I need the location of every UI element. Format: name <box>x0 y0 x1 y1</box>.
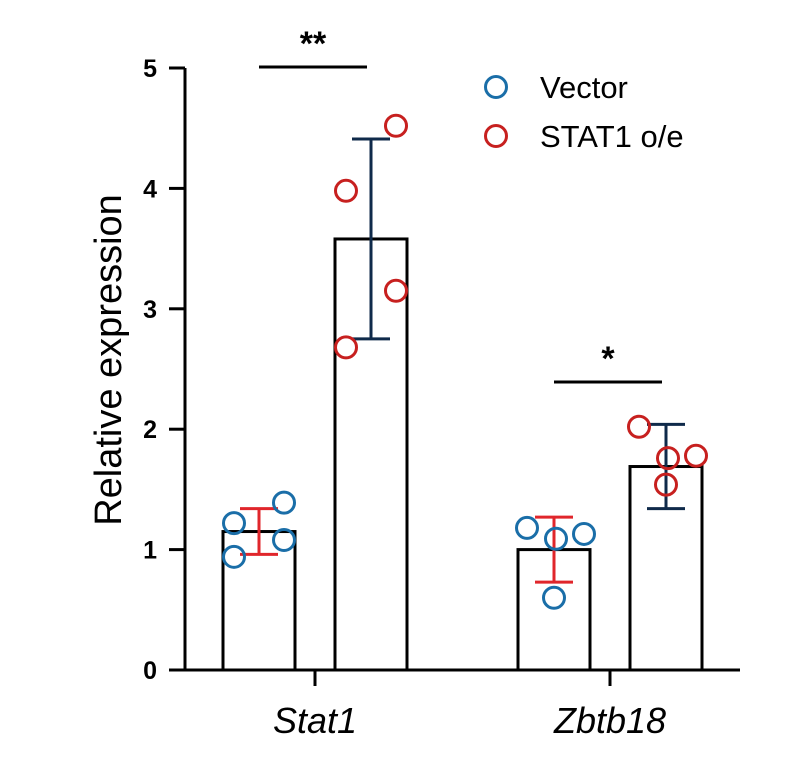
y-tick-label: 4 <box>143 175 157 203</box>
x-category-label: Stat1 <box>273 700 357 741</box>
legend-label-stat1-oe: STAT1 o/e <box>540 119 684 154</box>
legend-marker-stat1-oe <box>484 124 508 148</box>
data-point <box>334 178 358 203</box>
data-point <box>272 490 296 515</box>
data-point <box>515 515 539 540</box>
data-point <box>272 527 296 552</box>
data-point <box>544 526 568 551</box>
significance-label: * <box>601 340 615 378</box>
data-point <box>222 511 246 536</box>
data-point <box>384 278 408 303</box>
data-point <box>222 544 246 569</box>
data-point <box>334 335 358 360</box>
data-point <box>684 443 708 468</box>
legend-marker-vector <box>484 75 508 99</box>
y-axis-title: Relative expression <box>88 194 130 526</box>
y-tick-label: 3 <box>143 296 157 324</box>
significance-group: *** <box>259 25 662 384</box>
data-point <box>572 521 596 546</box>
significance-label: ** <box>300 25 327 63</box>
legend-label-vector: Vector <box>540 70 628 105</box>
data-point <box>654 472 678 497</box>
y-axis-ticks: 0 1 2 3 4 5 <box>143 55 185 685</box>
x-category-label: Zbtb18 <box>553 700 666 741</box>
data-point <box>542 585 566 610</box>
y-tick-label: 0 <box>143 657 157 685</box>
data-point <box>627 414 651 439</box>
legend: Vector STAT1 o/e <box>484 70 684 154</box>
data-point <box>656 446 680 471</box>
y-tick-label: 1 <box>143 537 157 565</box>
bar <box>516 548 592 672</box>
data-point <box>384 113 408 138</box>
x-axis-ticks: Stat1 Zbtb18 <box>273 670 666 741</box>
y-tick-label: 5 <box>143 55 157 83</box>
bars-group <box>221 113 708 672</box>
y-tick-label: 2 <box>143 416 157 444</box>
